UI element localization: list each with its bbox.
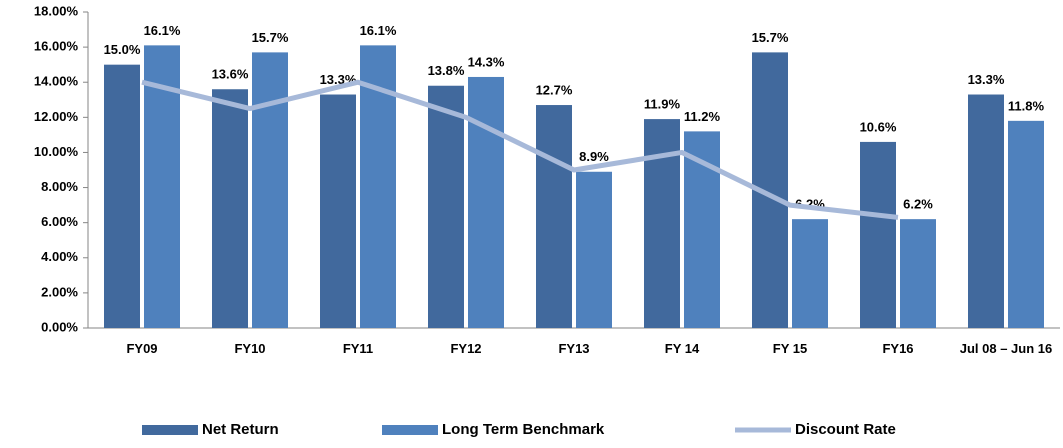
x-tick-label-box: FY10 (234, 341, 266, 356)
value-label: 13.3% (968, 72, 1005, 87)
x-tick-label-box: FY13 (558, 341, 590, 356)
value-label: 11.2% (684, 109, 721, 124)
bar (792, 219, 828, 328)
value-label: 8.9% (579, 149, 609, 164)
y-tick-label: 12.00% (34, 109, 79, 124)
x-tick-label: FY10 (234, 341, 266, 356)
bar (860, 141, 896, 328)
x-tick-label: FY11 (342, 341, 374, 356)
legend-label: Discount Rate (795, 421, 896, 438)
x-tick-label: FY 15 (772, 341, 808, 356)
x-tick-label-box: FY11 (342, 341, 374, 356)
value-label: 13.6% (212, 67, 249, 82)
y-tick-label: 10.00% (34, 144, 79, 159)
x-tick-label: FY13 (558, 341, 590, 356)
x-tick-label-box: FY12 (450, 341, 482, 356)
value-label: 16.1% (144, 23, 181, 38)
bar (104, 64, 140, 329)
value-label: 11.8% (1008, 98, 1045, 113)
line (141, 79, 899, 220)
x-tick-label: FY16 (882, 341, 914, 356)
value-label: 10.6% (860, 119, 897, 134)
y-tick-label: 4.00% (41, 249, 78, 264)
y-tick-label: 18.00% (34, 3, 79, 18)
bar (252, 52, 288, 328)
value-label: 6.2% (903, 197, 933, 212)
y-tick-label: 8.00% (41, 179, 78, 194)
bar (428, 85, 464, 328)
x-tick-label-box: FY 15 (772, 341, 808, 356)
bar (900, 219, 936, 328)
legend-swatch (382, 425, 438, 435)
bar (576, 171, 612, 328)
bar (536, 105, 572, 329)
x-tick-label-box: Jul 08 – Jun 16 (959, 341, 1053, 356)
x-tick-label: FY09 (126, 341, 158, 356)
value-label: 16.1% (360, 23, 397, 38)
bar (1008, 120, 1044, 328)
y-tick-label: 6.00% (41, 214, 78, 229)
value-label: 14.3% (468, 54, 505, 69)
value-label: 11.9% (644, 97, 681, 112)
x-tick-label: Jul 08 – Jun 16 (959, 341, 1053, 356)
x-tick-label: FY12 (450, 341, 482, 356)
value-label: 15.7% (252, 30, 289, 45)
value-label: 13.8% (428, 63, 465, 78)
bar (968, 94, 1004, 328)
y-tick-label: 2.00% (41, 284, 78, 299)
y-tick-label: 0.00% (41, 319, 78, 334)
bar (320, 94, 356, 328)
bar (644, 119, 680, 328)
bar (468, 76, 504, 328)
value-label: 15.0% (104, 42, 141, 57)
legend-label: Net Return (202, 421, 279, 438)
legend-label: Long Term Benchmark (442, 421, 605, 438)
x-tick-label: FY 14 (664, 341, 700, 356)
bar (212, 89, 248, 328)
value-label: 12.7% (536, 82, 573, 97)
x-tick-label-box: FY 14 (664, 341, 700, 356)
legend-swatch (142, 425, 198, 435)
value-label: 15.7% (752, 30, 789, 45)
y-tick-label: 14.00% (34, 74, 79, 89)
x-tick-label-box: FY16 (882, 341, 914, 356)
y-tick-label: 16.00% (34, 39, 79, 54)
x-tick-label-box: FY09 (126, 341, 158, 356)
